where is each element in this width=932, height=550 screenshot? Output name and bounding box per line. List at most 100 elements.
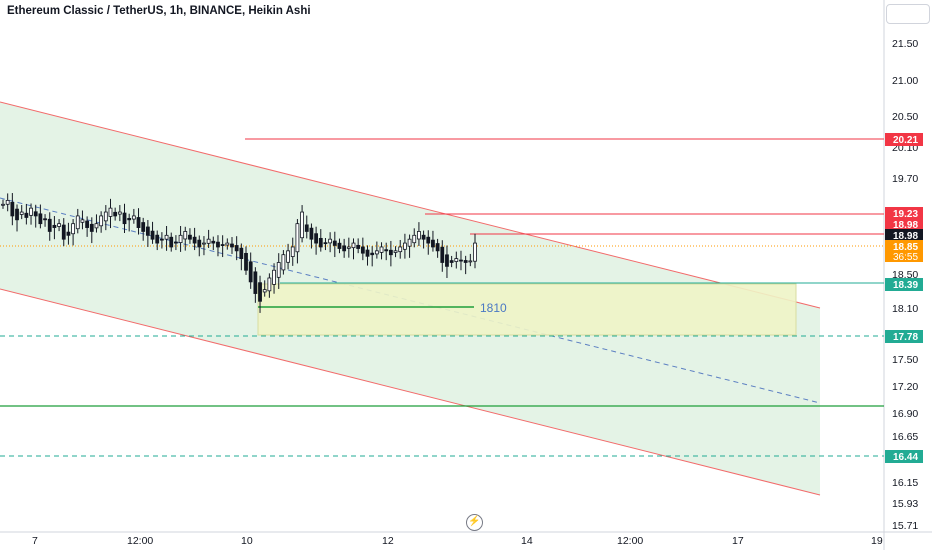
price-tag-label: 19.23 [893,209,918,220]
candle-body [276,262,281,278]
candle-body [220,244,225,246]
candle-body [286,250,290,263]
candle-body [407,238,412,247]
candle-body [155,234,160,244]
candle-body [356,244,361,249]
settings-button[interactable] [886,4,930,24]
candle-body [388,249,393,256]
ytick: 16.15 [892,477,918,489]
chart-title: Ethereum Classic / TetherUS, 1h, BINANCE… [7,5,311,17]
candle-body [295,223,300,253]
price-tag-17-78: 17.78 [885,330,923,343]
candle-body [360,246,365,254]
candle-body [211,240,216,244]
candle-body [262,289,267,293]
candle-body [10,201,15,217]
candle-body [122,212,127,225]
candle-body [150,230,155,240]
ytick: 20.50 [892,111,918,123]
candle-body [192,236,197,244]
candle-body [127,217,132,221]
candle-body [141,222,146,232]
price-tag-18-98-black: 18.98 [885,229,923,242]
candle-body [459,259,463,262]
candle-body [159,238,164,241]
xtick: 12:00 [127,535,153,547]
xtick: 7 [32,535,38,547]
target-zone[interactable] [257,283,797,336]
candle-body [323,242,328,245]
time-axis: 7 12:00 10 12 14 12:00 17 19 [32,535,883,547]
candle-body [33,211,38,217]
candle-body [445,254,449,267]
ytick: 21.00 [892,75,918,87]
lightning-icon[interactable]: ⚡ [466,514,483,531]
candle-body [188,234,192,240]
candle-body [412,234,417,244]
candle-body [318,237,323,248]
candle-body [71,223,75,235]
candle-body [248,261,253,283]
channel-upper-line[interactable] [0,101,821,309]
candle-body [272,269,276,285]
candle-body [75,215,80,230]
candle-body [351,242,356,249]
candle-body [374,250,379,255]
candle-body [332,240,337,246]
candle-body [24,212,29,218]
candle-body [426,236,431,244]
candle-body [206,238,211,244]
price-tag-label: 18.39 [893,280,918,291]
candle-body [19,211,24,215]
candle-body [103,211,108,222]
candle-body [169,236,174,248]
candle-body [384,249,389,252]
candle-body [346,246,351,249]
price-tag-label: 17.78 [893,332,918,343]
candle-body [239,247,244,260]
candle-body [267,277,272,292]
candle-body [108,207,113,217]
candle-body [131,215,136,220]
candle-body [225,242,230,246]
candle-body [5,199,10,205]
candle-body [258,282,262,302]
channel-lower-line[interactable] [0,288,821,496]
price-tag-18-39: 18.39 [885,278,923,291]
channel-midline[interactable] [0,197,821,404]
ytick: 15.71 [892,520,918,532]
candles-group [1,193,477,313]
candle-body [43,218,47,221]
candle-body [29,207,33,216]
xtick: 17 [732,535,744,547]
price-tag-19-23: 19.23 [885,207,923,220]
candle-body [94,223,99,229]
candle-body [99,215,104,227]
candle-body [57,223,61,227]
candle-body [403,242,407,250]
price-tag-label: 20.21 [893,135,918,146]
candle-body [197,239,202,248]
ytick: 21.50 [892,38,918,50]
candle-body [164,234,169,240]
candle-body [393,250,398,253]
ytick: 15.93 [892,498,918,510]
candle-body [66,231,71,236]
candle-body [463,260,468,263]
candle-body [174,241,178,244]
candle-body [290,246,295,257]
ytick: 17.50 [892,354,918,366]
candle-body [113,211,118,217]
candle-body [230,243,234,248]
candle-body [328,238,333,244]
price-tag-18-98-red: 18.98 [885,218,923,231]
price-tag-label: 18.85 [893,242,918,253]
ytick: 19.70 [892,173,918,185]
candle-body [342,245,347,252]
candle-body [202,242,206,245]
candle-body [85,220,90,228]
ytick: 16.65 [892,431,918,443]
xtick: 10 [241,535,253,547]
candle-body [183,231,188,240]
